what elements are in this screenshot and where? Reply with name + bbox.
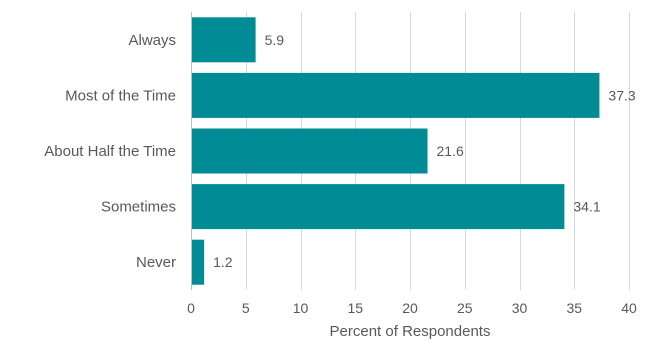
x-tick-label: 25 bbox=[457, 300, 473, 316]
gridlines bbox=[191, 12, 630, 290]
x-tick-label: 35 bbox=[566, 300, 582, 316]
bars bbox=[192, 17, 600, 285]
category-label: Sometimes bbox=[101, 199, 176, 216]
data-label: 5.9 bbox=[265, 32, 285, 48]
x-axis-tick-labels: 0 5 10 15 20 25 30 35 40 bbox=[187, 300, 637, 316]
bar-always bbox=[192, 17, 256, 63]
bar-never bbox=[192, 239, 205, 285]
data-label: 1.2 bbox=[213, 254, 233, 270]
x-tick-label: 20 bbox=[402, 300, 418, 316]
data-label: 34.1 bbox=[573, 199, 600, 215]
category-label: Most of the Time bbox=[65, 87, 176, 104]
x-tick-label: 0 bbox=[187, 300, 195, 316]
bar-about-half-the-time bbox=[192, 128, 428, 174]
category-label: Always bbox=[128, 32, 176, 49]
x-tick-label: 40 bbox=[621, 300, 637, 316]
bar-most-of-the-time bbox=[192, 72, 600, 118]
category-label: Never bbox=[136, 254, 176, 271]
data-label: 37.3 bbox=[608, 87, 635, 103]
category-labels: Always Most of the Time About Half the Tim… bbox=[44, 32, 176, 271]
data-labels: 5.9 37.3 21.6 34.1 1.2 bbox=[213, 32, 636, 270]
category-label: About Half the Time bbox=[44, 143, 176, 160]
x-tick-label: 15 bbox=[347, 300, 363, 316]
x-tick-label: 5 bbox=[242, 300, 250, 316]
bar-sometimes bbox=[192, 184, 565, 230]
x-axis-title: Percent of Respondents bbox=[330, 323, 491, 340]
x-tick-label: 10 bbox=[293, 300, 309, 316]
data-label: 21.6 bbox=[437, 143, 464, 159]
x-tick-label: 30 bbox=[512, 300, 528, 316]
